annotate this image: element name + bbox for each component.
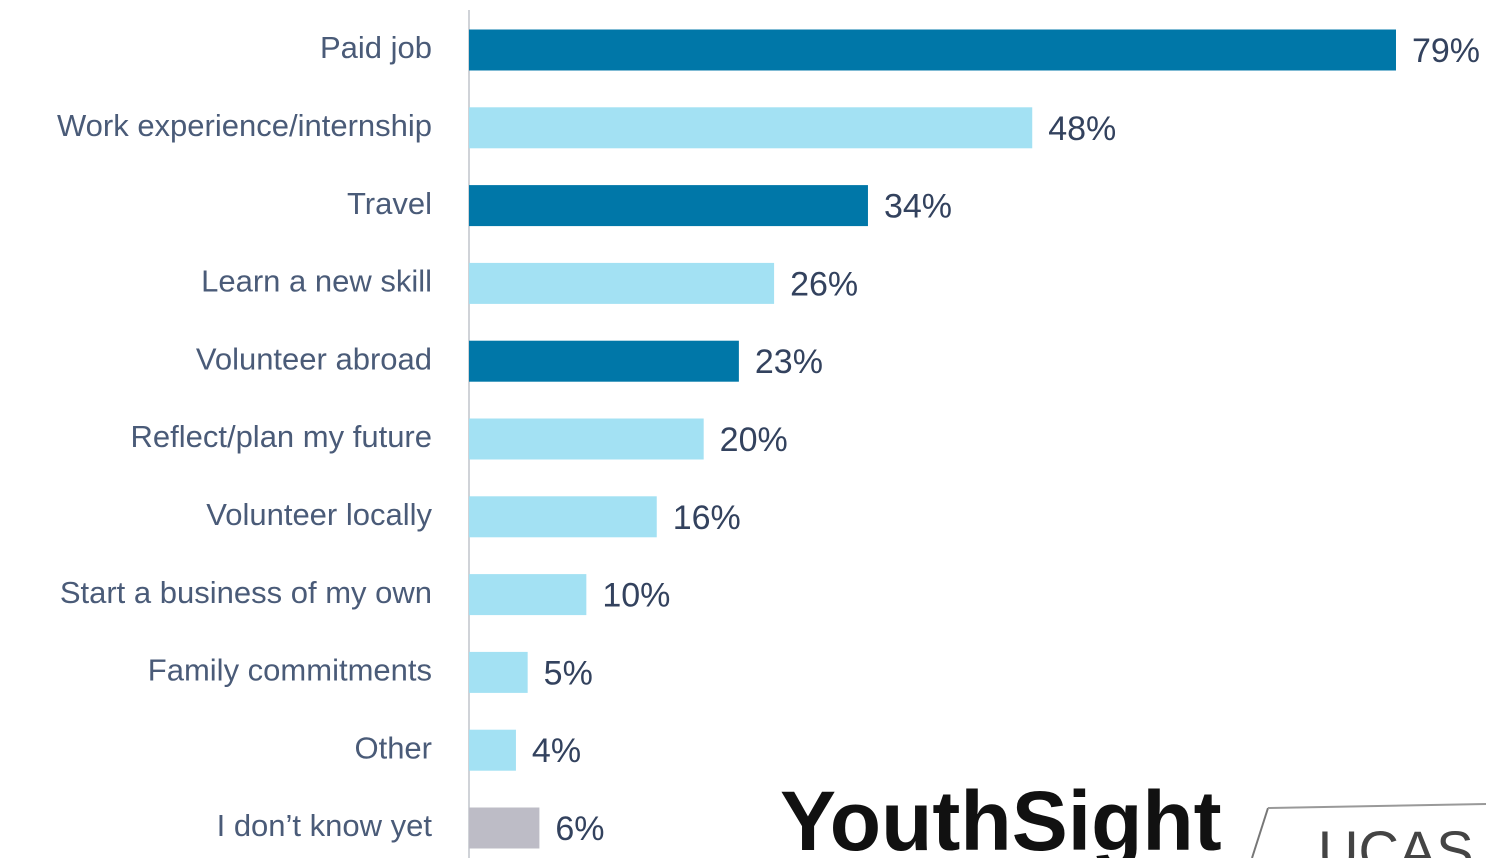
value-label: 5% (544, 654, 593, 692)
bar (469, 107, 1033, 149)
logo-divider (1251, 807, 1269, 858)
logo-youthsight: YouthSight (780, 774, 1222, 858)
value-label: 20% (720, 421, 788, 459)
category-label: Paid job (320, 30, 432, 65)
category-label: Travel (347, 186, 432, 221)
value-label: 23% (755, 343, 823, 381)
category-label: Family commitments (148, 653, 432, 688)
value-label: 34% (884, 188, 952, 226)
value-label: 48% (1048, 110, 1116, 148)
bar (469, 729, 516, 771)
category-label: I don’t know yet (217, 808, 433, 843)
bar (469, 418, 704, 460)
value-label: 6% (555, 810, 604, 848)
value-label: 16% (673, 499, 741, 537)
value-label: 79% (1412, 32, 1480, 70)
bar (469, 807, 540, 849)
bar (469, 651, 528, 693)
bar (469, 29, 1396, 71)
category-label: Start a business of my own (60, 575, 432, 610)
value-label: 4% (532, 732, 581, 770)
logo-divider (1267, 803, 1486, 809)
category-label: Reflect/plan my future (130, 419, 432, 454)
bar (469, 262, 775, 304)
value-label: 10% (602, 577, 670, 615)
bar (469, 340, 739, 382)
category-label: Other (354, 730, 432, 765)
bar (469, 574, 587, 616)
logo-ucas: UCAS (1318, 819, 1474, 858)
category-label: Learn a new skill (201, 264, 432, 299)
category-label: Volunteer abroad (196, 341, 432, 376)
category-label: Work experience/internship (57, 108, 432, 143)
bar (469, 185, 868, 227)
bar (469, 496, 657, 538)
category-label: Volunteer locally (206, 497, 432, 532)
value-label: 26% (790, 265, 858, 303)
